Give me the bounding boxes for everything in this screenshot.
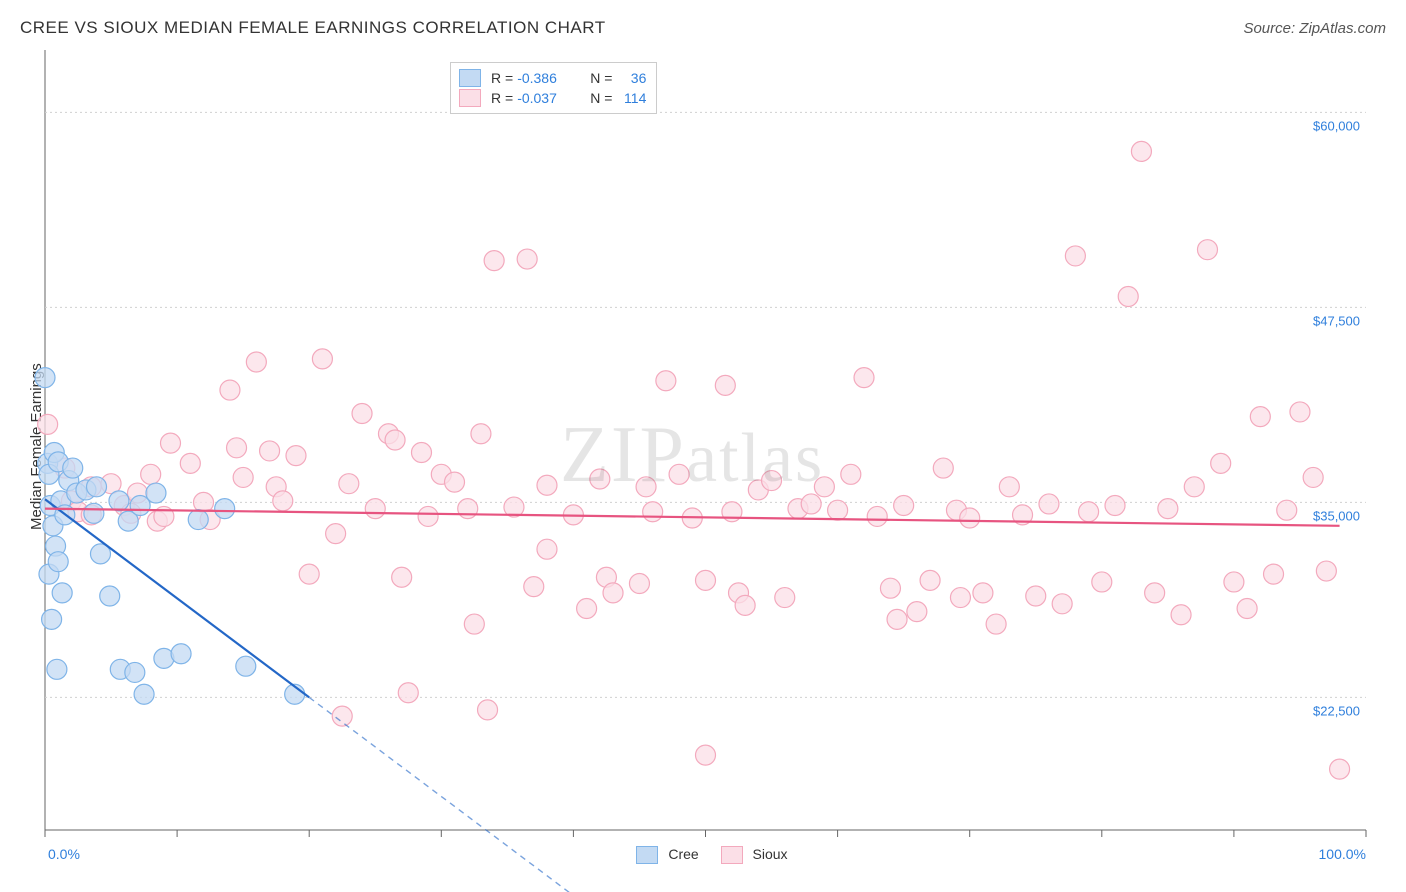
n-value-sioux: 114 <box>616 90 646 106</box>
correlation-legend-box: R = -0.386 N = 36 R = -0.037 N = 114 <box>450 62 657 114</box>
svg-text:$47,500: $47,500 <box>1313 313 1360 328</box>
legend-row-sioux: R = -0.037 N = 114 <box>459 89 646 107</box>
r-value-cree: -0.386 <box>517 70 572 86</box>
svg-text:$60,000: $60,000 <box>1313 118 1360 133</box>
r-value-sioux: -0.037 <box>517 90 572 106</box>
legend-swatch-cree <box>636 846 658 864</box>
legend-label-cree: Cree <box>668 846 698 862</box>
swatch-sioux <box>459 89 481 107</box>
series-legend: Cree Sioux <box>0 846 1406 864</box>
scatter-chart: $22,500 $35,000 $47,500 $60,000 <box>0 0 1406 892</box>
legend-label-sioux: Sioux <box>753 846 788 862</box>
svg-text:$22,500: $22,500 <box>1313 703 1360 718</box>
svg-text:$35,000: $35,000 <box>1313 508 1360 523</box>
n-label: N = <box>590 70 612 86</box>
swatch-cree <box>459 69 481 87</box>
n-label: N = <box>590 90 612 106</box>
r-label: R = <box>491 90 513 106</box>
legend-swatch-sioux <box>721 846 743 864</box>
r-label: R = <box>491 70 513 86</box>
n-value-cree: 36 <box>616 70 646 86</box>
legend-row-cree: R = -0.386 N = 36 <box>459 69 646 87</box>
